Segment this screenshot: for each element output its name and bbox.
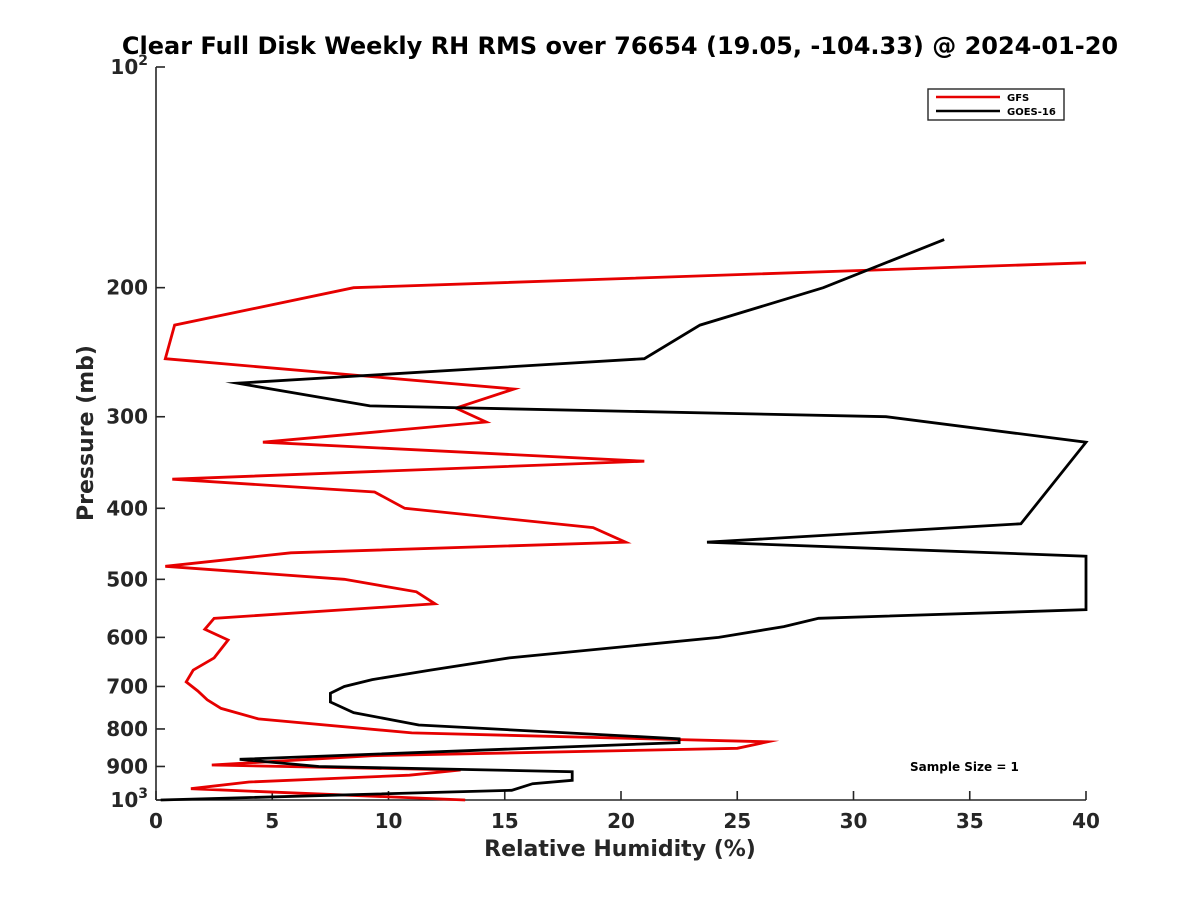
y-axis-label: Pressure (mb) (74, 345, 99, 521)
axes (155, 67, 1086, 801)
sample-size-annotation: Sample Size = 1 (910, 760, 1019, 774)
y-tick-label: 300 (106, 405, 148, 429)
x-tick-label: 5 (265, 809, 279, 833)
x-tick-label: 20 (607, 809, 635, 833)
x-tick-label: 40 (1072, 809, 1100, 833)
chart-title: Clear Full Disk Weekly RH RMS over 76654… (122, 32, 1118, 60)
y-tick-label: 800 (106, 717, 148, 741)
y-tick-label: 600 (106, 625, 148, 649)
x-tick-label: 35 (956, 809, 984, 833)
y-tick-label: 500 (106, 567, 148, 591)
y-tick-label: 200 (106, 276, 148, 300)
y-tick-label: 400 (106, 496, 148, 520)
x-tick-label: 30 (840, 809, 868, 833)
legend-label-gfs: GFS (1007, 93, 1029, 104)
y-ticks: 102 200 300 400 500 600 700 800 900 103 (106, 53, 165, 812)
x-tick-label: 0 (149, 809, 163, 833)
x-tick-label: 10 (375, 809, 403, 833)
series-line-goes-16 (160, 238, 1089, 802)
legend: GFS GOES-16 (927, 88, 1065, 121)
series-layer (160, 238, 1089, 802)
legend-box (927, 88, 1065, 121)
legend-label-goes16: GOES-16 (1007, 107, 1056, 118)
y-tick-label: 900 (106, 754, 148, 778)
y-tick-label: 102 (110, 53, 148, 79)
series-line-gfs (163, 261, 1087, 802)
y-tick-label: 700 (106, 674, 148, 698)
x-tick-label: 25 (723, 809, 751, 833)
y-tick-label: 103 (110, 786, 148, 812)
x-tick-label: 15 (491, 809, 519, 833)
x-axis-label: Relative Humidity (%) (484, 837, 756, 862)
x-ticks: 0 5 10 15 20 25 30 35 40 (149, 791, 1100, 833)
